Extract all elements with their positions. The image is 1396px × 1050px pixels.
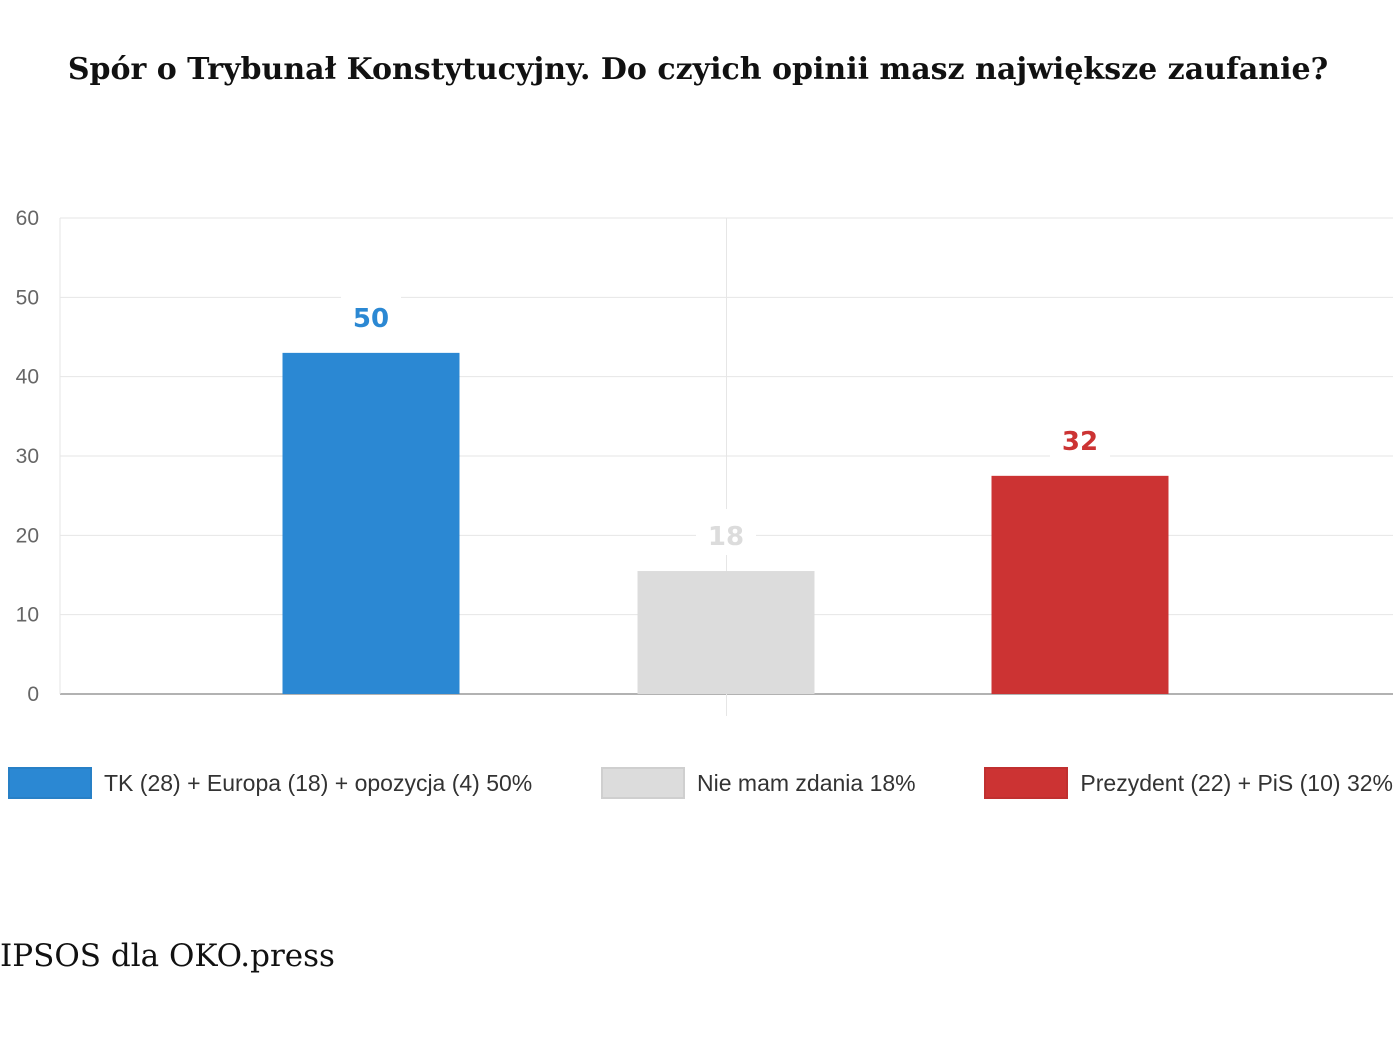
data-label-bg-1 — [696, 509, 756, 556]
bar-2 — [991, 475, 1169, 694]
bar-chart: 0 10 20 30 40 50 60 50 18 32 — [16, 207, 1393, 716]
legend-swatch-no-opinion — [601, 767, 686, 799]
chart-legend: TK (28) + Europa (18) + opozycja (4) 50%… — [8, 766, 1393, 800]
chart-title: Spór o Trybunał Konstytucyjny. Do czyich… — [67, 52, 1329, 87]
data-label-0: 50 — [353, 304, 389, 334]
legend-item-president[interactable]: Prezydent (22) + PiS (10) 32% — [984, 767, 1393, 799]
y-tick-label-50: 50 — [16, 286, 39, 309]
legend-label-tk: TK (28) + Europa (18) + opozycja (4) 50% — [104, 769, 533, 796]
y-tick-label-60: 60 — [16, 207, 39, 230]
legend-item-no-opinion[interactable]: Nie mam zdania 18% — [601, 767, 916, 799]
bar-1 — [637, 571, 815, 694]
data-label-1: 18 — [708, 522, 744, 552]
y-tick-label-10: 10 — [16, 604, 39, 627]
y-tick-label-40: 40 — [16, 366, 39, 389]
data-label-bg-2 — [1050, 413, 1110, 460]
legend-item-tk[interactable]: TK (28) + Europa (18) + opozycja (4) 50% — [8, 767, 532, 799]
data-label-2: 32 — [1062, 427, 1098, 457]
y-tick-label-0: 0 — [27, 683, 39, 706]
legend-label-president: Prezydent (22) + PiS (10) 32% — [1080, 769, 1393, 796]
bar-0 — [282, 352, 460, 694]
y-tick-label-30: 30 — [16, 445, 39, 468]
y-tick-label-20: 20 — [16, 524, 39, 547]
legend-swatch-president — [984, 767, 1069, 799]
legend-swatch-tk — [8, 767, 92, 799]
data-label-bg-0 — [341, 290, 401, 337]
source-note: IPSOS dla OKO.press — [0, 938, 335, 974]
legend-label-no-opinion: Nie mam zdania 18% — [697, 769, 916, 796]
